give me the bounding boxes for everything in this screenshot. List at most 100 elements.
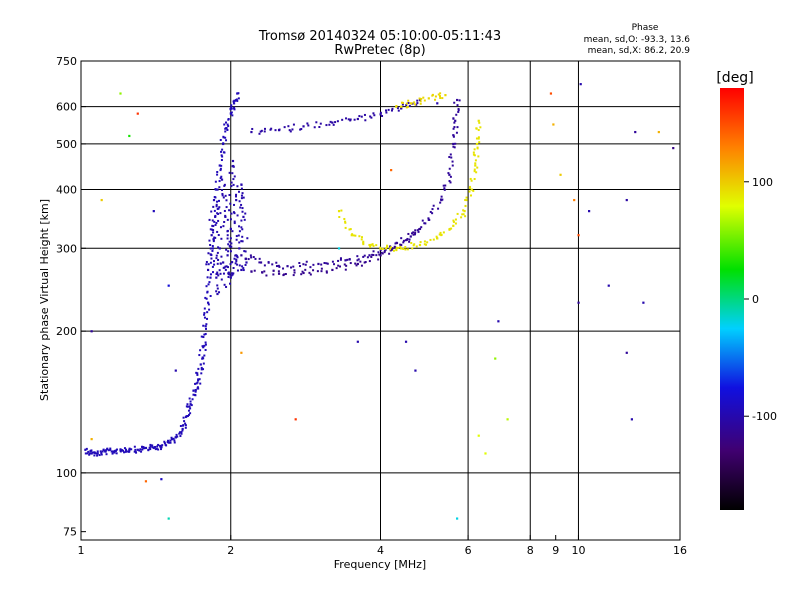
data-point	[179, 435, 182, 438]
data-point	[349, 228, 352, 231]
data-point	[241, 265, 244, 268]
data-point	[368, 260, 371, 263]
y-tick-label: 300	[56, 242, 77, 255]
data-point	[206, 276, 209, 279]
data-point	[312, 269, 315, 272]
data-point	[210, 234, 213, 237]
data-point	[197, 367, 200, 370]
data-point	[141, 448, 144, 451]
data-point	[378, 253, 381, 256]
data-point	[440, 195, 443, 198]
data-point	[452, 127, 455, 130]
data-point	[210, 228, 213, 231]
data-point	[232, 272, 235, 275]
data-point	[109, 447, 112, 450]
data-point	[220, 154, 223, 157]
data-point	[427, 97, 430, 100]
data-point	[270, 127, 273, 130]
data-point	[240, 351, 243, 354]
data-point	[222, 142, 225, 146]
data-point	[356, 259, 359, 262]
data-point	[203, 312, 206, 315]
colorbar-tick-label: 100	[752, 176, 773, 189]
data-point	[204, 341, 207, 344]
data-point	[410, 242, 413, 245]
data-point	[209, 273, 212, 276]
data-point	[408, 238, 411, 241]
data-point	[477, 155, 480, 158]
data-point	[418, 97, 421, 100]
data-point	[181, 429, 184, 432]
data-point	[218, 269, 221, 272]
data-point	[465, 196, 468, 199]
data-point	[236, 269, 239, 272]
data-point	[381, 114, 384, 117]
data-point	[434, 95, 437, 98]
data-point	[449, 175, 452, 178]
x-tick-label: 9	[552, 544, 559, 557]
data-point	[220, 150, 223, 153]
data-point	[220, 189, 223, 192]
data-point	[423, 243, 426, 246]
data-point	[109, 448, 112, 451]
data-point	[375, 254, 378, 257]
data-point	[160, 446, 163, 449]
data-point	[476, 147, 479, 150]
data-point	[163, 442, 166, 445]
data-point	[122, 449, 125, 452]
data-point	[163, 440, 166, 443]
data-point	[372, 250, 375, 253]
data-point	[377, 258, 380, 261]
data-point	[187, 409, 190, 412]
data-point	[232, 107, 235, 110]
y-tick-label: 750	[56, 55, 77, 68]
data-point	[226, 128, 229, 131]
data-point	[424, 222, 427, 225]
data-point	[625, 351, 628, 354]
data-point	[240, 203, 243, 206]
data-point	[473, 178, 476, 181]
data-point	[386, 244, 389, 247]
data-point	[106, 448, 109, 451]
data-point	[175, 433, 178, 436]
data-point	[229, 245, 232, 248]
data-point	[211, 219, 214, 222]
data-point	[216, 292, 219, 296]
data-point	[237, 92, 240, 95]
data-point	[333, 263, 336, 266]
data-point	[453, 121, 456, 124]
data-point	[452, 117, 455, 120]
data-point	[348, 258, 351, 261]
data-point	[275, 261, 278, 264]
data-point	[213, 209, 216, 212]
data-point	[345, 264, 348, 267]
x-tick-label: 2	[227, 544, 234, 557]
data-point	[228, 209, 231, 212]
data-point	[173, 439, 176, 442]
data-point	[478, 121, 481, 124]
data-point	[407, 102, 410, 105]
data-point	[331, 121, 334, 124]
y-tick-label: 200	[56, 325, 77, 338]
data-point	[457, 110, 460, 113]
data-point	[212, 240, 215, 243]
data-point	[233, 175, 236, 178]
data-point	[240, 240, 243, 243]
data-point	[240, 219, 243, 222]
data-point	[119, 92, 122, 95]
data-point	[216, 212, 219, 215]
data-point	[549, 92, 553, 95]
data-point	[115, 449, 118, 452]
data-point	[464, 205, 467, 208]
data-point	[232, 183, 235, 186]
data-point	[448, 156, 451, 159]
data-point	[200, 335, 203, 338]
data-point	[438, 233, 441, 236]
data-point	[212, 271, 215, 274]
data-point	[454, 119, 457, 122]
data-point	[112, 450, 115, 453]
data-point	[426, 241, 429, 244]
data-point	[160, 448, 163, 451]
data-point	[331, 268, 334, 272]
data-point	[220, 175, 223, 178]
